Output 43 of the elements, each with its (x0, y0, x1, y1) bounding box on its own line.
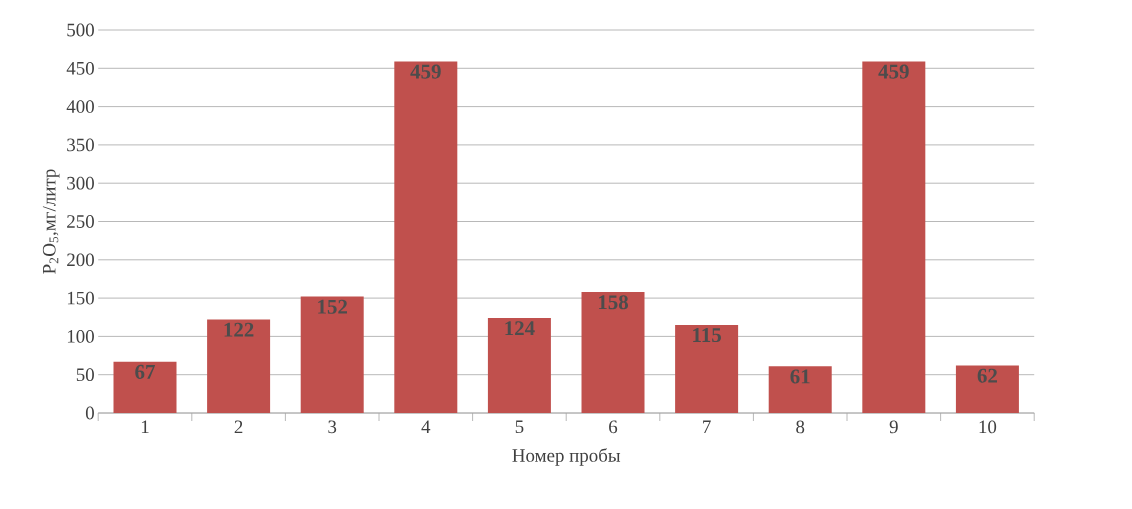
y-tick-label: 50 (76, 368, 94, 382)
y-tick-label: 300 (67, 176, 94, 190)
x-tick-label: 5 (515, 420, 524, 434)
bar (207, 319, 271, 413)
y-tick-label: 250 (67, 215, 94, 228)
data-label: 124 (505, 321, 535, 336)
bar (768, 366, 832, 413)
bar (300, 296, 364, 413)
y-tick-label: 500 (67, 23, 94, 37)
y-tick-label: 200 (67, 253, 94, 267)
x-tick-label: 9 (889, 420, 898, 434)
data-label: 152 (318, 299, 347, 314)
data-label: 459 (878, 64, 909, 79)
bar (394, 61, 458, 413)
y-tick-label: 150 (67, 291, 94, 305)
y-tick-label: 100 (67, 330, 94, 343)
data-label: 115 (693, 328, 721, 343)
x-tick-label: 6 (609, 420, 618, 434)
x-tick-label: 8 (796, 420, 805, 434)
data-label: 67 (135, 364, 155, 379)
x-tick-label: 4 (421, 420, 431, 433)
x-tick-label: 10 (979, 420, 997, 434)
data-label: 459 (410, 64, 441, 79)
x-tick-label: 1 (141, 420, 149, 434)
data-label: 62 (977, 368, 997, 383)
bar (862, 61, 926, 413)
bar (113, 361, 177, 413)
x-tick-label: 3 (328, 420, 337, 434)
bar (581, 291, 645, 413)
bar (675, 324, 739, 413)
data-label: 122 (224, 322, 254, 337)
bar (487, 318, 551, 413)
y-tick-label: 0 (85, 406, 94, 420)
data-label: 61 (790, 369, 810, 384)
bar (955, 365, 1019, 413)
y-tick-label: 350 (67, 138, 94, 152)
x-axis-title: Номер пробы (512, 448, 621, 466)
y-tick-label: 400 (66, 100, 94, 113)
x-tick-label: 2 (234, 420, 243, 434)
y-tick-label: 450 (66, 61, 94, 75)
y-axis-title: P$_{2}$O$_{5}$,мг/литр (42, 169, 60, 274)
x-tick-label: 7 (703, 420, 711, 433)
data-label: 158 (598, 295, 629, 310)
